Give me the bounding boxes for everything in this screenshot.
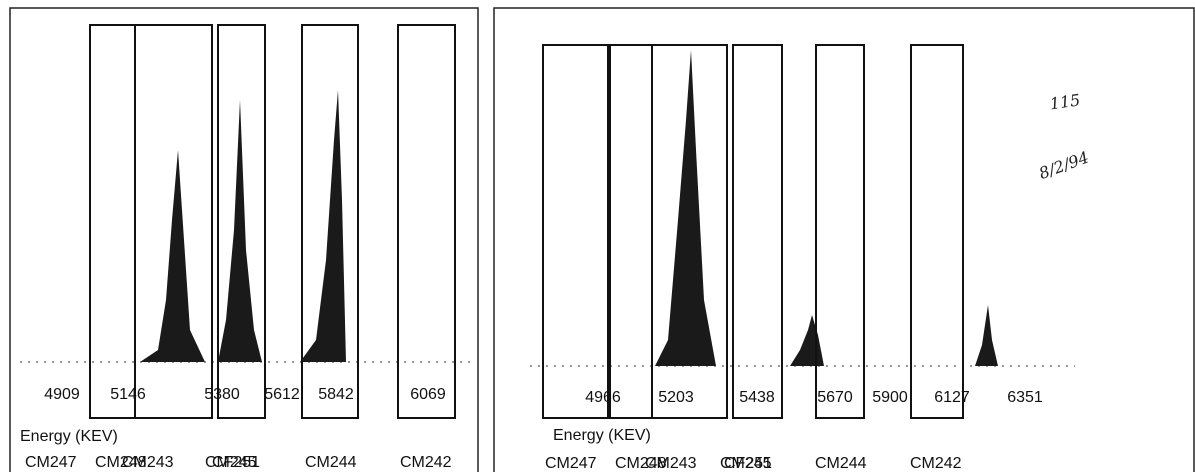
roi-box <box>609 44 653 419</box>
nuclide-label: CM245 <box>205 454 257 471</box>
peak <box>975 305 998 366</box>
roi-box <box>815 44 865 419</box>
axis-label: Energy (KEV) <box>553 427 651 444</box>
peak <box>655 50 716 366</box>
roi-box <box>651 44 728 419</box>
left-panel <box>9 7 479 472</box>
peak <box>300 90 346 362</box>
energy-label: 5842 <box>318 386 354 403</box>
peak <box>140 150 205 362</box>
energy-label: 5900 <box>872 389 908 406</box>
energy-label: 4909 <box>44 386 80 403</box>
nuclide-label: CM247 <box>545 455 597 472</box>
energy-label: 5612 <box>264 386 300 403</box>
roi-box <box>732 44 783 419</box>
nuclide-label: CM248 <box>95 454 147 471</box>
nuclide-label: CM243 <box>645 455 697 472</box>
nuclide-label: CM247 <box>25 454 77 471</box>
energy-label: 6351 <box>1007 389 1043 406</box>
roi-box <box>134 24 213 419</box>
energy-label: 5670 <box>817 389 853 406</box>
peak <box>790 315 824 366</box>
energy-label: 4966 <box>585 389 621 406</box>
handwritten-date: 8/2/94 <box>1036 148 1091 183</box>
roi-box <box>397 24 456 419</box>
roi-box <box>542 44 609 419</box>
energy-label: 6127 <box>934 389 970 406</box>
roi-box <box>910 44 964 419</box>
peak <box>218 100 262 362</box>
nuclide-label: CM242 <box>910 455 962 472</box>
nuclide-label: CM243 <box>122 454 174 471</box>
axis-label: Energy (KEV) <box>20 428 118 445</box>
nuclide-label: CM244 <box>815 455 867 472</box>
roi-boxes <box>89 24 964 419</box>
roi-box <box>301 24 359 419</box>
energy-label: 6069 <box>410 386 446 403</box>
nuclide-label: CF251 <box>212 454 260 471</box>
handwritten-note: 115 <box>1049 90 1082 113</box>
energy-label: 5438 <box>739 389 775 406</box>
right-panel <box>493 7 1195 472</box>
energy-label: 5146 <box>110 386 146 403</box>
roi-box <box>89 24 136 419</box>
nuclide-label: CM244 <box>305 454 357 471</box>
nuclide-label: CF251 <box>724 455 772 472</box>
nuclide-label: CM242 <box>400 454 452 471</box>
nuclide-label: CM248 <box>615 455 667 472</box>
roi-box <box>217 24 266 419</box>
energy-label: 5380 <box>204 386 240 403</box>
energy-label: 5203 <box>658 389 694 406</box>
nuclide-label: CM245 <box>720 455 772 472</box>
